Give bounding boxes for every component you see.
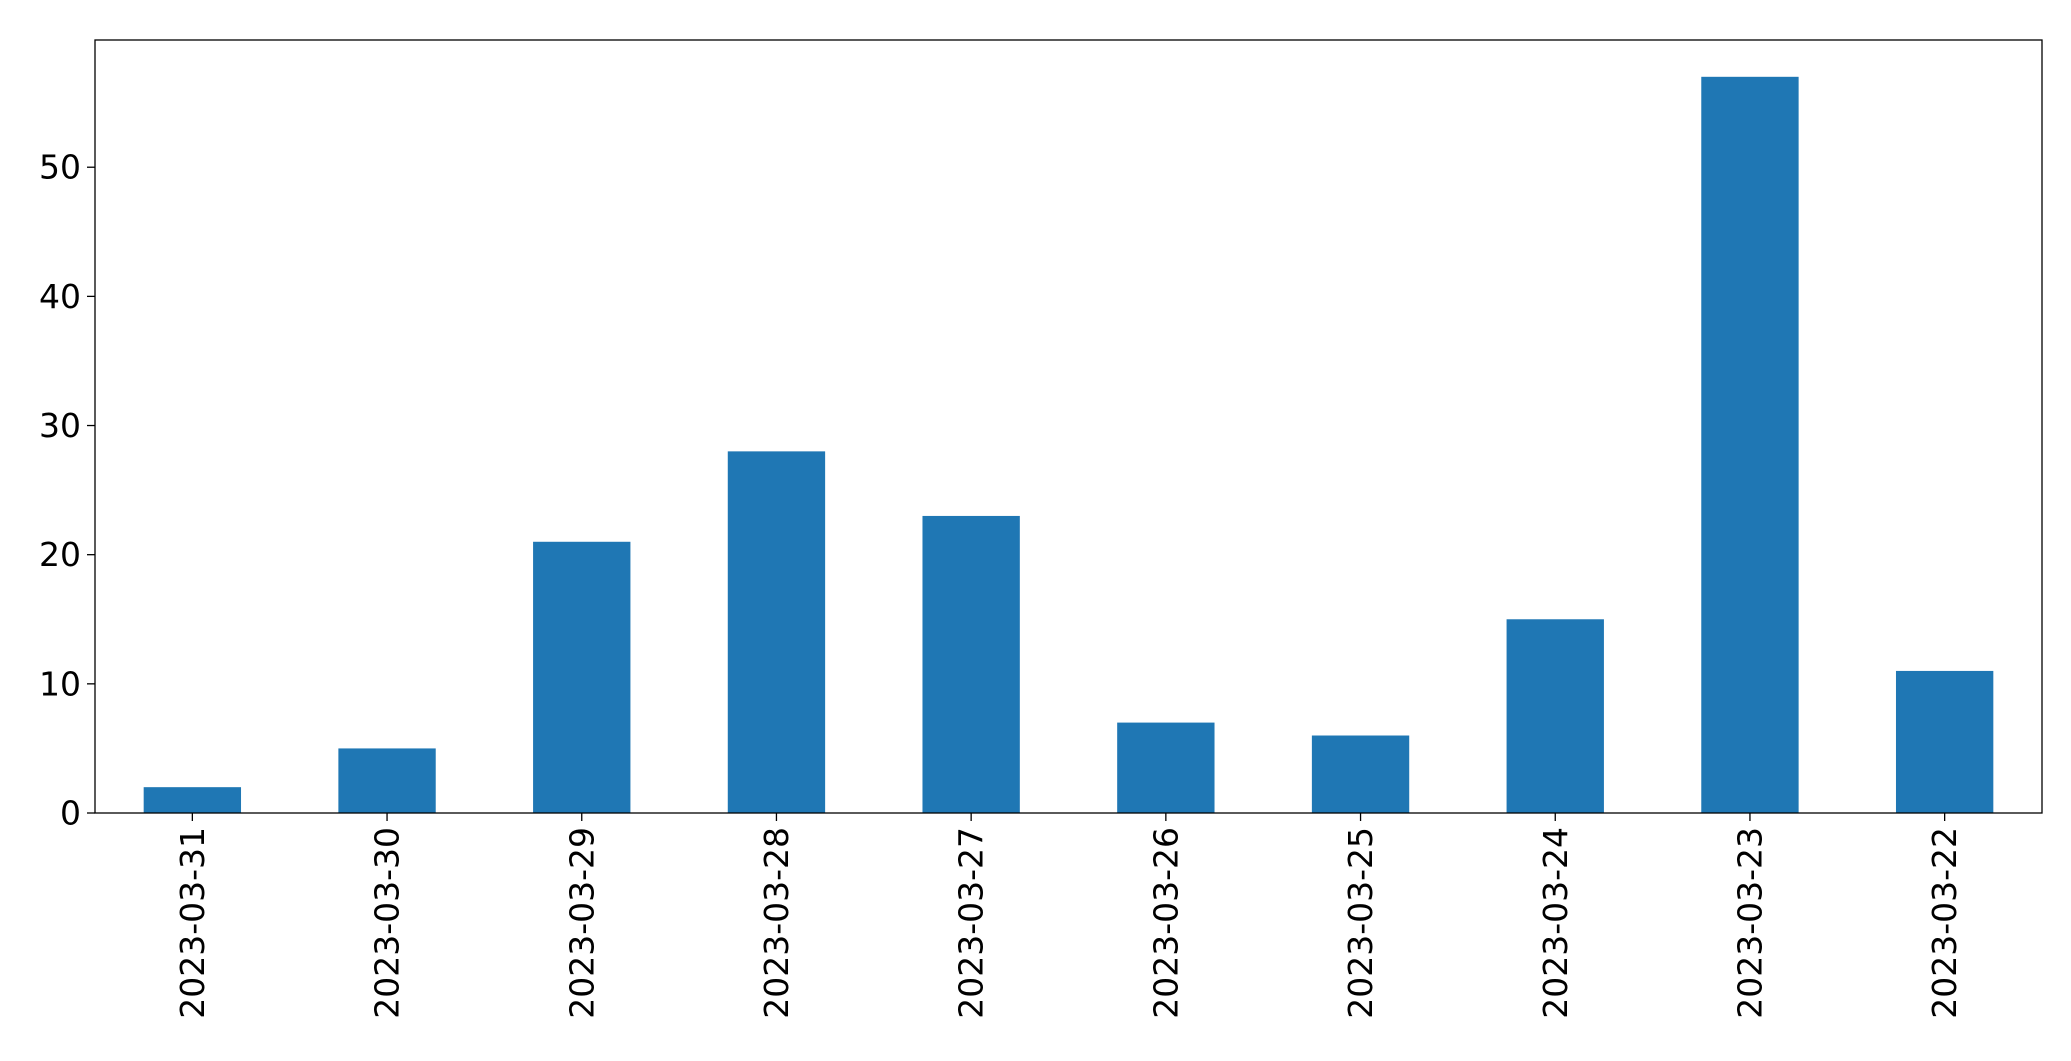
x-tick-label: 2023-03-26 (1146, 827, 1185, 1019)
x-tick-label: 2023-03-27 (952, 827, 991, 1019)
bar-2023-03-27 (922, 515, 1020, 813)
bar-2023-03-26 (1117, 722, 1215, 813)
bar-2023-03-24 (1506, 619, 1604, 813)
bar-2023-03-31 (143, 787, 242, 813)
x-tick-label: 2023-03-30 (368, 827, 407, 1019)
y-tick-label: 20 (39, 535, 81, 574)
x-axis: 2023-03-31 2023-03-30 2023-03-29 2023-03-28… (173, 813, 1964, 1019)
x-tick-label: 2023-03-29 (562, 827, 601, 1019)
y-tick-label: 10 (39, 664, 81, 703)
y-tick-label: 0 (60, 794, 81, 833)
bar-2023-03-29 (533, 541, 631, 813)
x-tick-label: 2023-03-24 (1536, 827, 1575, 1019)
y-axis: 0 10 20 30 40 50 (39, 148, 95, 833)
plot-frame (94, 39, 2043, 814)
y-tick-label: 50 (39, 148, 81, 187)
x-tick-label: 2023-03-25 (1341, 827, 1380, 1019)
bar-2023-03-25 (1311, 735, 1410, 813)
x-tick-label: 2023-03-22 (1925, 827, 1964, 1019)
y-tick-label: 40 (39, 277, 81, 316)
bar-2023-03-30 (338, 748, 436, 813)
bar-2023-03-23 (1701, 76, 1799, 814)
bars-group (143, 76, 1994, 814)
x-tick-label: 2023-03-31 (173, 827, 212, 1019)
y-tick-label: 30 (39, 406, 81, 445)
bar-2023-03-22 (1895, 670, 1994, 813)
x-tick-label: 2023-03-23 (1730, 827, 1769, 1019)
x-tick-label: 2023-03-28 (757, 827, 796, 1019)
bar-2023-03-28 (727, 451, 826, 813)
